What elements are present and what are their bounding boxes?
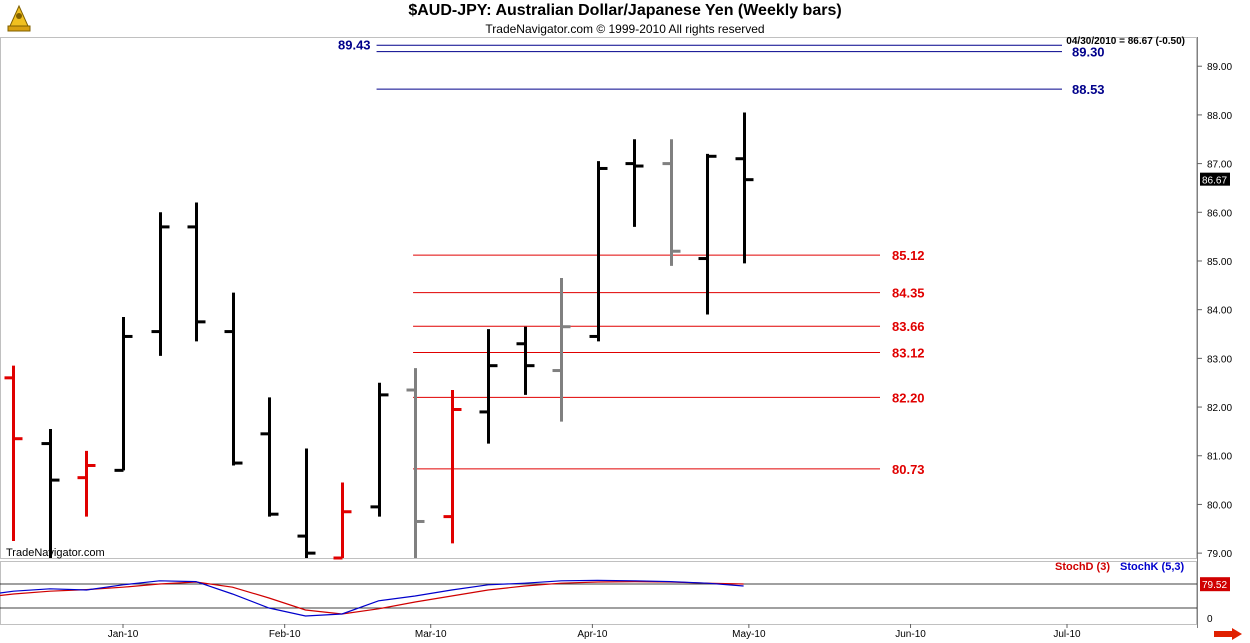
ohlc-bar [41,428,60,558]
ohlc-bar [698,153,717,315]
ohlc-bar [516,326,535,395]
x-tick-label: Jun-10 [895,629,926,640]
stoch-last-marker [1200,577,1230,592]
y-tick-label: 81.00 [1207,452,1232,463]
level-label: 84.35 [892,286,925,301]
level-label: 88.53 [1072,82,1105,97]
y-tick-label: 82.00 [1207,403,1232,414]
watermark: TradeNavigator.com [6,547,105,559]
last-price-marker [1200,172,1230,186]
legend-stoch-d: StochD (3) [1055,561,1110,573]
ohlc-bar [479,329,498,444]
ohlc-bar [370,382,389,517]
trade-navigator-logo-icon [7,4,31,32]
level-label: 89.30 [1072,45,1105,60]
ohlc-bar [151,212,170,356]
x-tick-label: Feb-10 [269,629,301,640]
stoch-series-line [0,579,744,617]
ohlc-bar [625,139,644,227]
ohlc-bar [552,278,571,422]
stoch-y-tick-label: 0 [1207,614,1213,625]
y-tick-label: 86.00 [1207,208,1232,219]
level-label: 85.12 [892,248,925,263]
ohlc-bar [333,482,352,560]
ohlc-bar [662,139,681,266]
ohlc-bar [4,365,23,541]
y-tick-label: 83.00 [1207,354,1232,365]
level-label: 89.43 [338,37,371,52]
copyright-subtitle: TradeNavigator.com © 1999-2010 All right… [485,22,765,36]
legend-stoch-k: StochK (5,3) [1120,561,1185,573]
y-tick-label: 79.00 [1207,549,1232,560]
ohlc-bar [735,112,754,264]
y-tick-label: 88.00 [1207,111,1232,122]
level-label: 82.20 [892,390,925,405]
price-panel-frame [0,37,1197,559]
ohlc-bar [187,202,206,342]
y-tick-label: 87.00 [1207,160,1232,171]
ohlc-bar [443,390,462,544]
level-label: 83.66 [892,319,925,334]
chart-title: $AUD-JPY: Australian Dollar/Japanese Yen… [408,2,842,19]
ohlc-bar [77,450,96,517]
x-tick-label: Apr-10 [577,629,607,640]
ohlc-bar [297,448,316,558]
scroll-right-arrow-icon[interactable] [1214,628,1242,640]
x-tick-label: Jul-10 [1053,629,1081,640]
level-label: 83.12 [892,346,925,361]
ohlc-bar [224,292,243,466]
x-tick-label: Jan-10 [108,629,139,640]
stoch-series-line [0,580,744,615]
last-quote: 04/30/2010 = 86.67 (-0.50) [1066,36,1185,47]
y-tick-label: 85.00 [1207,257,1232,268]
x-tick-label: May-10 [732,629,766,640]
ohlc-bar [589,161,608,342]
y-tick-label: 84.00 [1207,306,1232,317]
ohlc-bar [114,316,133,472]
stochastic-panel-frame [0,561,1197,625]
y-tick-label: 80.00 [1207,500,1232,511]
y-tick-label: 89.00 [1207,62,1232,73]
ohlc-bar [406,368,425,558]
x-tick-label: Mar-10 [415,629,447,640]
ohlc-bar [260,397,279,517]
last-price-label: 86.67 [1202,176,1227,187]
stoch-last-label: 79.52 [1202,580,1227,591]
level-label: 80.73 [892,462,925,477]
